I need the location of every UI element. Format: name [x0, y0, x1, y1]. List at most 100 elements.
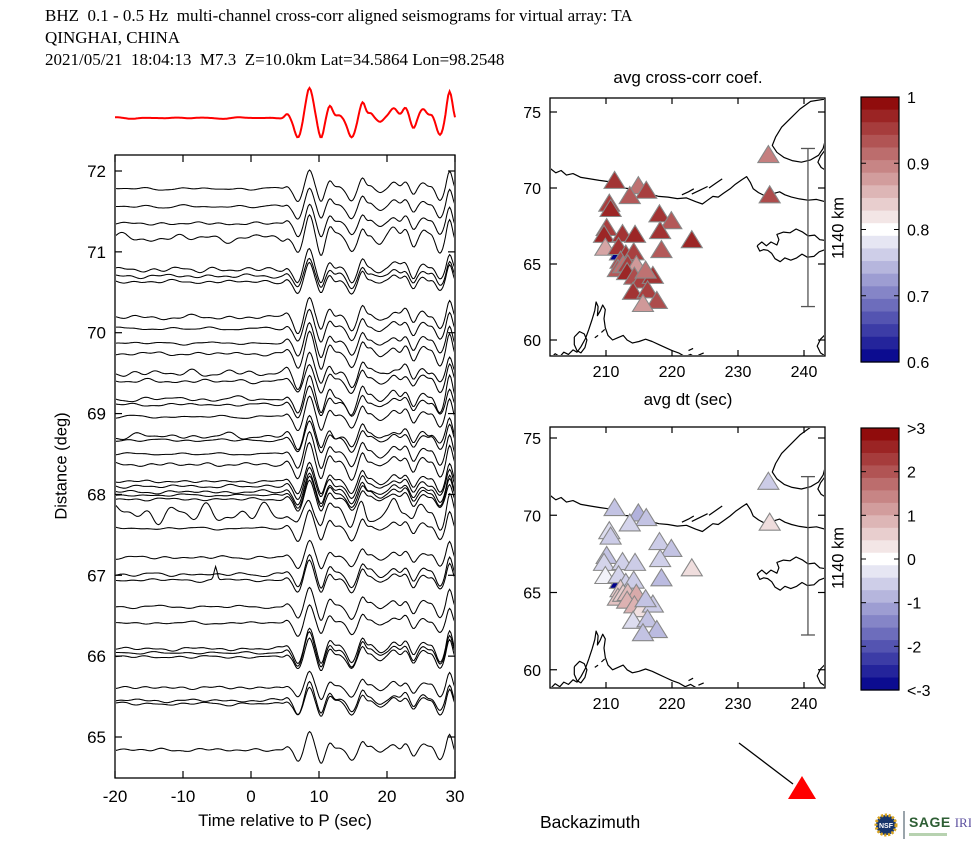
station-marker — [631, 293, 655, 313]
map-x-tick-label: 230 — [725, 696, 752, 713]
x-tick-label: 0 — [246, 787, 255, 806]
coastline — [771, 99, 824, 163]
seismogram-trace — [116, 257, 454, 290]
colorbar-cc: 1 0.9 0.8 0.7 0.6 — [860, 90, 929, 372]
colorbar-tick-label: 0.9 — [907, 156, 929, 173]
colorbar-tick-label: 0.6 — [907, 355, 929, 372]
colorbar-tick-label: 1 — [907, 90, 916, 107]
station-marker — [599, 198, 623, 218]
backazimuth-caption-line1: Backazimuth — [540, 812, 641, 832]
coastline — [688, 677, 694, 682]
y-tick-label: 72 — [87, 162, 106, 181]
coastline — [600, 328, 606, 333]
map-x-tick-label: 240 — [791, 696, 818, 713]
station-marker — [603, 497, 627, 517]
backazimuth-arrow — [738, 742, 816, 799]
seismogram-trace — [116, 466, 454, 500]
map-x-tick-label: 210 — [593, 696, 620, 713]
iris-logo-text: IRIS — [954, 815, 971, 830]
quake-direction-triangle — [788, 776, 816, 799]
y-tick-label: 68 — [87, 485, 106, 504]
map-avg-cc: 210 220 230 240 60 65 70 75 — [523, 97, 826, 381]
seismogram-trace — [116, 414, 454, 451]
colorbar-tick-label: 1 — [907, 508, 916, 525]
coastline — [688, 347, 694, 352]
y-tick-label: 67 — [87, 566, 106, 585]
seismogram-trace — [116, 247, 454, 284]
colorbar-tick-label: 2 — [907, 465, 916, 482]
station-marker — [636, 279, 660, 299]
figure-title-line3: 2021/05/21 18:04:13 M7.3 Z=10.0km Lat=34… — [45, 50, 505, 69]
map-dt-title: avg dt (sec) — [643, 390, 733, 409]
station-marker — [659, 210, 683, 230]
seismogram-trace — [116, 187, 454, 220]
reference-trace-path — [115, 86, 456, 139]
seismogram-trace — [116, 730, 454, 764]
colorbar-tick-label: -1 — [907, 596, 921, 613]
colorbar-tick-label: 0 — [907, 552, 916, 569]
colorbar-tick-label: 0.7 — [907, 289, 929, 306]
x-tick-label: 20 — [378, 787, 397, 806]
station-marker — [631, 622, 655, 642]
coastline — [551, 630, 697, 687]
station-marker — [649, 567, 673, 587]
coastline — [817, 477, 824, 497]
station-marker — [659, 538, 683, 558]
station-marker — [618, 512, 642, 532]
station-marker — [647, 531, 671, 551]
figure-title-line1: BHZ 0.1 - 0.5 Hz multi-channel cross-cor… — [45, 6, 633, 25]
station-marker — [645, 619, 669, 639]
coastline — [691, 513, 708, 522]
station-marker — [758, 184, 782, 204]
seismogram-trace — [116, 680, 454, 715]
seismogram-trace — [116, 363, 454, 394]
station-marker — [758, 512, 782, 531]
coastline — [681, 515, 695, 523]
map-x-tick-label: 240 — [791, 364, 818, 381]
x-tick-label: 30 — [446, 787, 465, 806]
colorbar-tick-label: <-3 — [907, 683, 931, 700]
map-y-tick-label: 65 — [523, 257, 541, 274]
seismogram-traces — [116, 169, 454, 764]
x-tick-label: -10 — [171, 787, 196, 806]
station-marker — [680, 557, 704, 577]
x-tick-label: -20 — [103, 787, 128, 806]
backazimuth-caption: Backazimuth to quake: 308 — [540, 760, 651, 866]
coastline — [756, 556, 824, 591]
station-marker — [634, 588, 658, 608]
coastline — [551, 168, 824, 205]
map-x-tick-label: 220 — [659, 696, 686, 713]
station-marker — [599, 526, 623, 545]
colorbar-tick-label: >3 — [907, 421, 925, 438]
scale-bar-label-top: 1140 km — [829, 196, 848, 260]
colorbar-tick-label: -2 — [907, 639, 921, 656]
station-marker — [623, 552, 647, 571]
map-cc-title: avg cross-corr coef. — [613, 68, 763, 87]
station-marker — [645, 290, 669, 310]
seismogram-trace — [116, 475, 454, 509]
nsf-logo-circle — [874, 813, 898, 837]
seismogram-trace — [116, 203, 454, 238]
map-x-tick-label: 220 — [659, 364, 686, 381]
coastline — [771, 428, 824, 490]
y-tick-label: 69 — [87, 405, 106, 424]
seismogram-trace — [116, 373, 454, 416]
map-avg-dt: 210 220 230 240 60 65 70 75 — [523, 426, 826, 713]
map-y-tick-label: 75 — [523, 105, 541, 122]
seismogram-trace — [116, 586, 454, 621]
map-y-tick-label: 60 — [523, 663, 541, 680]
seismogram-trace — [116, 430, 454, 470]
station-marker — [680, 229, 704, 249]
station-marker — [634, 507, 658, 527]
coastline — [594, 664, 599, 668]
coastline — [698, 682, 704, 686]
coastline — [756, 228, 824, 263]
map-scale-bar — [800, 147, 815, 308]
station-marker — [618, 185, 642, 205]
map-x-tick-label: 210 — [593, 364, 620, 381]
map-y-tick-label: 75 — [523, 431, 541, 448]
y-tick-label: 66 — [87, 647, 106, 666]
station-marker — [634, 260, 658, 279]
